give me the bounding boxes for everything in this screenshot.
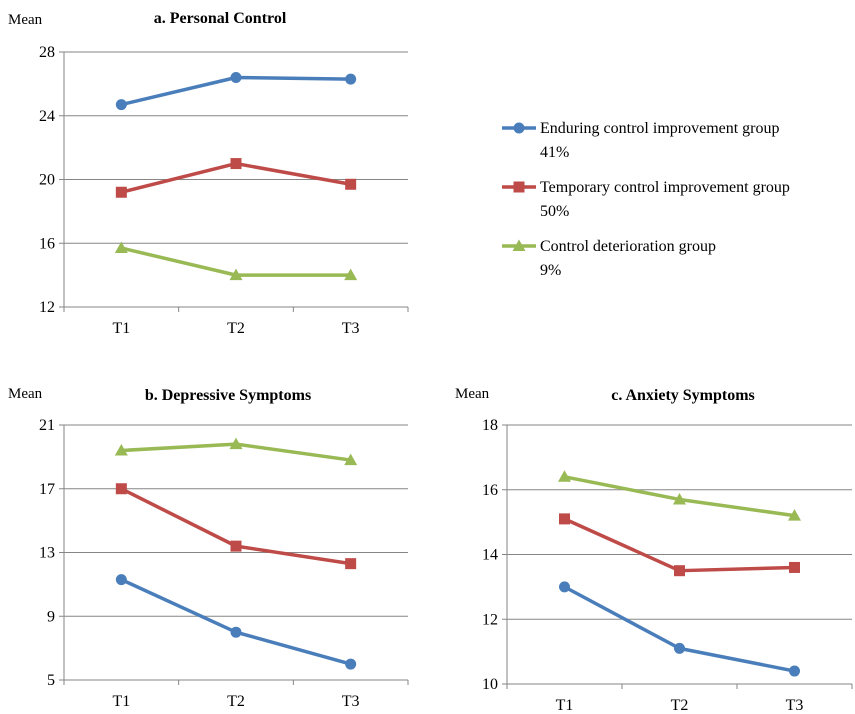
y-axis-label: Mean — [455, 386, 490, 402]
data-point-deterioration — [788, 509, 801, 521]
y-axis-label: Mean — [8, 12, 43, 28]
series-line-enduring — [120, 578, 352, 666]
x-tick-label: T3 — [342, 320, 360, 337]
legend-item-enduring: Enduring control improvement group 41% — [502, 120, 780, 161]
y-tick-label: 10 — [482, 676, 498, 693]
y-tick-label: 16 — [39, 235, 55, 252]
data-point-deterioration — [229, 268, 243, 281]
data-point-temporary — [230, 158, 242, 170]
y-axis-label: Mean — [8, 386, 43, 402]
y-tick-label: 14 — [482, 547, 498, 564]
data-point-temporary — [559, 513, 570, 525]
x-tick-label: T1 — [112, 693, 130, 710]
data-point-temporary — [345, 558, 357, 570]
series-line-temporary — [563, 517, 795, 573]
y-tick-label: 16 — [482, 482, 498, 499]
data-point-enduring — [674, 642, 685, 654]
y-tick-label: 24 — [39, 108, 55, 125]
data-point-temporary — [674, 565, 685, 577]
x-tick-label: T2 — [671, 697, 689, 714]
x-tick-label: T1 — [112, 320, 130, 337]
legend-label: Control deterioration group — [540, 238, 716, 255]
data-point-temporary — [345, 178, 357, 190]
data-point-enduring — [789, 665, 800, 677]
x-tick-label: T2 — [227, 693, 245, 710]
data-point-temporary — [230, 540, 242, 552]
data-point-enduring — [115, 574, 127, 586]
y-tick-label: 12 — [39, 299, 55, 316]
data-point-enduring — [345, 658, 357, 670]
data-point-deterioration — [114, 241, 128, 254]
y-tick-label: 12 — [482, 611, 498, 628]
legend-symbol-deterioration — [512, 239, 526, 251]
legend-percent: 41% — [540, 144, 569, 161]
x-tick-label: T1 — [556, 697, 574, 714]
chart-legend: Enduring control improvement group 41% T… — [502, 120, 790, 279]
series-line-enduring — [563, 585, 795, 673]
data-point-enduring — [559, 581, 570, 593]
y-tick-label: 18 — [482, 417, 498, 434]
legend-marker — [502, 181, 536, 193]
data-point-enduring — [230, 72, 242, 83]
data-point-deterioration — [344, 268, 358, 281]
data-point-deterioration — [229, 437, 243, 450]
legend-percent: 9% — [540, 262, 561, 279]
y-tick-label: 28 — [39, 44, 55, 61]
data-point-enduring — [115, 99, 127, 111]
legend-item-temporary: Temporary control improvement group 50% — [502, 179, 790, 220]
legend-symbol-enduring — [513, 122, 525, 134]
legend-percent: 50% — [540, 203, 569, 220]
legend-item-deterioration: Control deterioration group 9% — [502, 238, 716, 279]
legend-marker — [502, 239, 536, 251]
data-point-temporary — [789, 561, 800, 573]
chart-panel-anxiety-symptoms: c. Anxiety Symptoms Mean 10 12 14 16 18 T1 T2 T… — [455, 386, 853, 714]
data-point-temporary — [115, 186, 127, 198]
legend-label: Temporary control improvement group — [540, 179, 790, 196]
y-tick-label: 21 — [39, 417, 55, 434]
data-point-enduring — [230, 626, 242, 638]
data-point-deterioration — [673, 492, 686, 505]
data-point-deterioration — [344, 453, 358, 466]
legend-symbol-temporary — [513, 181, 525, 193]
chart-title: b. Depressive Symptoms — [145, 387, 311, 404]
chart-panel-personal-control: a. Personal Control Mean 12 16 20 24 28 T1 T2 T… — [8, 10, 409, 337]
y-tick-label: 9 — [47, 608, 55, 625]
x-tick-label: T3 — [342, 693, 360, 710]
data-point-enduring — [345, 73, 357, 85]
y-tick-label: 13 — [39, 545, 55, 562]
data-point-deterioration — [558, 470, 571, 482]
legend-marker — [502, 122, 536, 134]
legend-label: Enduring control improvement group — [540, 120, 780, 137]
data-point-deterioration — [114, 444, 128, 456]
y-tick-label: 20 — [39, 172, 55, 189]
data-point-temporary — [115, 483, 127, 495]
chart-title: a. Personal Control — [154, 10, 287, 27]
y-tick-label: 17 — [39, 481, 55, 498]
x-tick-label: T2 — [227, 320, 245, 337]
x-tick-label: T3 — [786, 697, 804, 714]
chart-title: c. Anxiety Symptoms — [611, 387, 755, 404]
y-tick-label: 5 — [47, 672, 55, 689]
chart-panel-depressive-symptoms: b. Depressive Symptoms Mean 5 9 13 17 21 T1 T2… — [8, 386, 409, 710]
